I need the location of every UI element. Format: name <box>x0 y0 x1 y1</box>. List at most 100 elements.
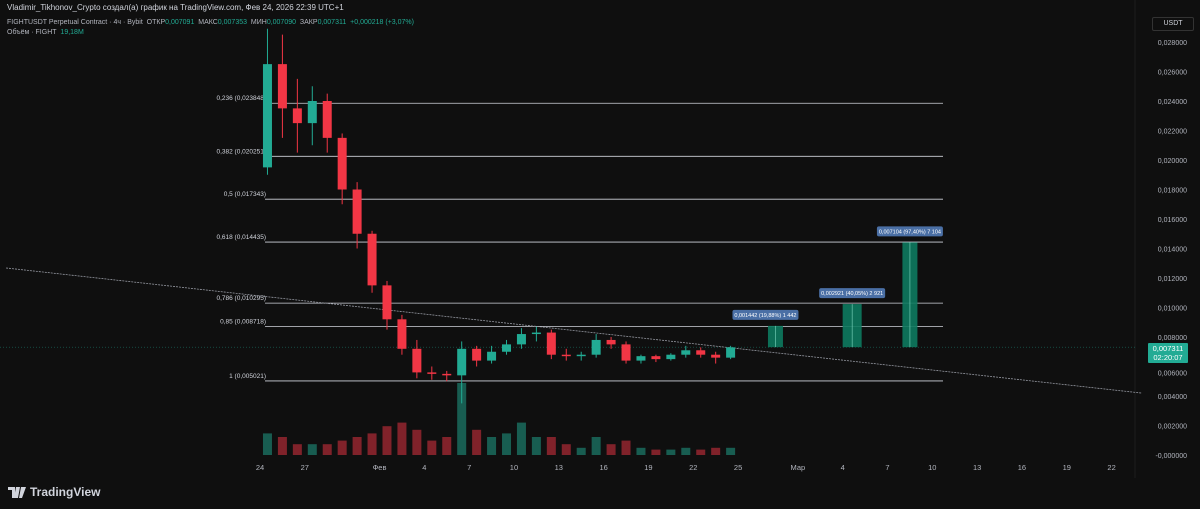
price-tick: 0,024000 <box>1158 99 1187 106</box>
candle-body <box>591 339 601 355</box>
volume-bar <box>651 449 661 455</box>
volume-bar <box>472 429 482 455</box>
volume-bar <box>277 437 287 455</box>
volume-bar <box>591 437 601 455</box>
price-tick: 0,020000 <box>1158 158 1187 165</box>
time-tick: 4 <box>422 463 426 472</box>
time-tick: Фев <box>373 463 387 472</box>
price-range-label-box <box>732 309 799 320</box>
price-chart[interactable]: 0,236 (0,023848) 0,382 (0,020251) 0,5 (0,0… <box>0 0 1200 478</box>
candle-body <box>307 101 317 124</box>
volume-bar <box>531 437 541 455</box>
candle-body <box>726 347 736 358</box>
candle-body <box>442 373 452 376</box>
volume-bar <box>621 440 631 455</box>
candle-body <box>681 350 691 355</box>
currency-selector[interactable]: USDT <box>1152 17 1194 31</box>
price-tick: 0,028000 <box>1158 40 1187 47</box>
price-tick: 0,004000 <box>1158 394 1187 401</box>
candle-body <box>382 285 392 320</box>
volume-label[interactable]: Объём · FIGHT <box>7 29 57 36</box>
time-tick: 16 <box>599 463 607 472</box>
time-tick: 13 <box>555 463 563 472</box>
low-label: МИН <box>250 19 267 26</box>
tradingview-logo-icon <box>8 486 26 498</box>
price-range-label: 0,002921 (40,05%) 2 921 <box>821 291 883 297</box>
candle-body <box>397 319 407 349</box>
candle-body <box>696 350 706 355</box>
candle-body <box>576 354 586 357</box>
price-tick: 0,018000 <box>1158 188 1187 195</box>
fib-level-label: 0,85 (0,008718) <box>220 318 266 325</box>
brand-name: TradingView <box>30 485 101 499</box>
close-value: 0,007311 <box>317 19 347 26</box>
price-range-label-box <box>819 288 886 299</box>
candle-body <box>516 334 526 345</box>
candle-body <box>262 64 272 168</box>
symbol-name[interactable]: FIGHTUSDT Perpetual Contract · 4ч · Bybi… <box>7 19 143 26</box>
time-tick: 19 <box>644 463 652 472</box>
time-tick: 27 <box>301 463 309 472</box>
time-tick: 7 <box>885 463 889 472</box>
candle-body <box>546 332 556 355</box>
volume-bar <box>726 447 736 455</box>
volume-bar <box>367 433 377 455</box>
time-tick: 10 <box>510 463 518 472</box>
candle-body <box>531 332 541 335</box>
volume-bar <box>307 444 317 455</box>
fib-level-label: 0,382 (0,020251) <box>216 148 266 155</box>
candle-body <box>322 101 332 138</box>
change-value: +0,000218 (+3,07%) <box>350 19 414 26</box>
candle-body <box>636 356 646 361</box>
price-tick: 0,022000 <box>1158 129 1187 136</box>
candle-body <box>412 348 422 373</box>
candle-body <box>427 372 437 374</box>
candle-body <box>292 108 302 124</box>
open-value: 0,007091 <box>165 19 195 26</box>
time-tick: 13 <box>973 463 981 472</box>
close-label: ЗАКР <box>299 19 318 26</box>
volume-bar <box>442 437 452 455</box>
volume-bar <box>696 449 706 455</box>
symbol-legend: FIGHTUSDT Perpetual Contract · 4ч · Bybi… <box>7 18 414 38</box>
volume-bar <box>382 426 392 455</box>
candle-body <box>277 64 287 109</box>
volume-bar <box>681 447 691 455</box>
price-tick: 0,016000 <box>1158 217 1187 224</box>
fib-level-label: 0,786 (0,010295) <box>216 295 266 302</box>
volume-bar <box>516 422 526 455</box>
volume-bar <box>636 447 646 455</box>
price-range-label: 0,001442 (19,88%) 1 442 <box>734 313 796 319</box>
time-tick: 24 <box>256 463 264 472</box>
time-tick: 22 <box>1107 463 1115 472</box>
current-price-tag: 0,007311 02:20:07 <box>1148 343 1188 363</box>
price-tick: 0,002000 <box>1158 424 1187 431</box>
trendline <box>5 267 1142 394</box>
candle-body <box>487 351 497 361</box>
tradingview-logo[interactable]: TradingView <box>8 485 100 499</box>
volume-bar <box>262 433 272 455</box>
volume-value: 19,18M <box>60 29 84 36</box>
price-tick: 0,026000 <box>1158 70 1187 77</box>
chart-attribution: Vladimir_Tikhonov_Crypto создал(а) графи… <box>7 3 344 12</box>
time-tick: 16 <box>1018 463 1026 472</box>
candle-body <box>337 137 347 190</box>
volume-bar <box>397 422 407 455</box>
volume-bar <box>666 449 676 455</box>
candle-body <box>561 354 571 357</box>
high-value: 0,007353 <box>217 19 247 26</box>
candle-body <box>651 356 661 360</box>
candle-body <box>606 339 616 345</box>
volume-bar <box>502 433 512 455</box>
time-tick: 7 <box>467 463 471 472</box>
open-label: ОТКР <box>146 19 166 26</box>
price-tick: 0,012000 <box>1158 276 1187 283</box>
low-value: 0,007090 <box>266 19 297 26</box>
time-tick: 19 <box>1063 463 1071 472</box>
volume-bar <box>457 383 467 455</box>
price-range-label: 0,007104 (97,40%) 7 104 <box>879 229 941 235</box>
high-label: МАКС <box>198 19 218 26</box>
candle-body <box>621 344 631 361</box>
fib-level-label: 0,618 (0,014435) <box>216 234 266 241</box>
time-tick: Мар <box>790 463 805 472</box>
